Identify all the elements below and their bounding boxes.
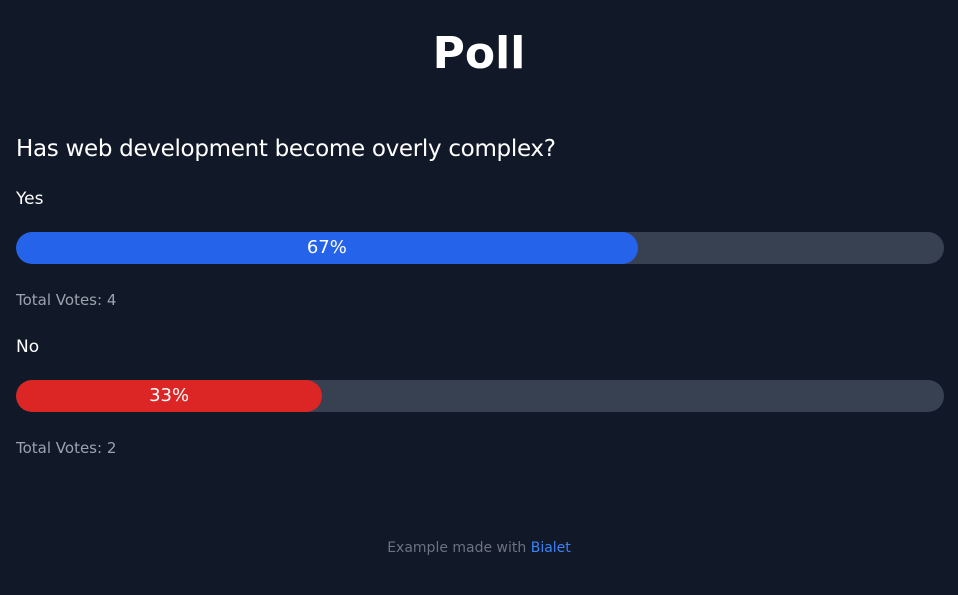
progress-fill: 67% (16, 232, 638, 264)
poll-question: Has web development become overly comple… (16, 136, 556, 162)
bialet-link[interactable]: Bialet (530, 540, 571, 556)
vote-count: Total Votes: 2 (16, 439, 117, 457)
progress-fill: 33% (16, 380, 323, 412)
poll-option-yes[interactable]: Yes 67% Total Votes: 4 (16, 187, 944, 311)
page-title: Poll (432, 28, 526, 79)
footer-text: Example made with (387, 540, 531, 556)
percent-label: 67% (306, 237, 347, 258)
poll-option-no[interactable]: No 33% Total Votes: 2 (16, 335, 944, 459)
progress-track: 33% (16, 380, 944, 412)
vote-count: Total Votes: 4 (16, 291, 117, 309)
option-label: Yes (16, 189, 44, 209)
progress-track: 67% (16, 232, 944, 264)
option-label: No (16, 337, 40, 357)
percent-label: 33% (149, 385, 190, 406)
footer: Example made with Bialet (0, 537, 958, 559)
